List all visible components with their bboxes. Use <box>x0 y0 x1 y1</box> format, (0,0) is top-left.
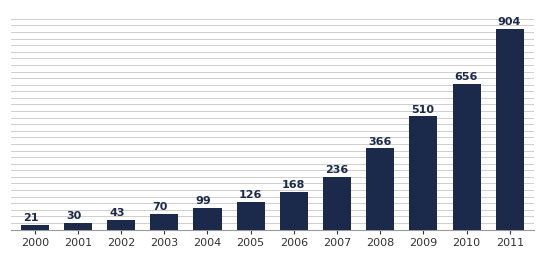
Bar <box>64 223 92 230</box>
Text: 366: 366 <box>368 137 392 147</box>
Text: 21: 21 <box>23 213 38 223</box>
Bar <box>366 148 394 230</box>
Text: 236: 236 <box>325 166 348 176</box>
Bar <box>323 177 351 230</box>
Bar <box>194 208 222 230</box>
Text: 30: 30 <box>66 211 81 221</box>
Bar <box>107 220 135 230</box>
Text: 168: 168 <box>282 180 305 190</box>
Bar <box>409 116 437 230</box>
Text: 99: 99 <box>196 196 211 206</box>
Bar <box>150 214 178 230</box>
Text: 904: 904 <box>498 17 521 27</box>
Text: 656: 656 <box>455 72 478 82</box>
Text: 510: 510 <box>411 105 434 115</box>
Bar <box>453 84 481 229</box>
Bar <box>21 225 49 230</box>
Text: 43: 43 <box>109 208 125 218</box>
Text: 126: 126 <box>239 190 262 200</box>
Bar <box>280 192 308 230</box>
Bar <box>236 202 265 230</box>
Text: 70: 70 <box>152 202 168 212</box>
Bar <box>496 29 524 230</box>
